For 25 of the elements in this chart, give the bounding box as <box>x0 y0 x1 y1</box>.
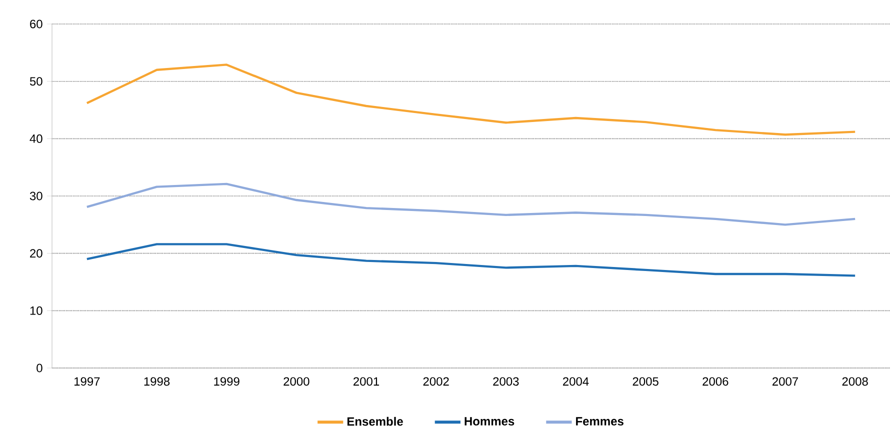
x-tick-label: 2004 <box>563 377 589 386</box>
x-tick-label: 1999 <box>214 377 240 386</box>
line-series <box>86 182 856 226</box>
legend-label: Ensemble <box>347 416 403 426</box>
x-tick-label: 2005 <box>632 377 658 386</box>
x-tick-label: 2008 <box>842 377 868 386</box>
x-tick-label: 1998 <box>144 377 170 386</box>
line-series <box>86 64 856 136</box>
line-series <box>86 243 856 277</box>
y-tick-label: 30 <box>30 192 42 200</box>
legend-label: Femmes <box>576 417 624 426</box>
y-tick-label: 50 <box>30 77 42 86</box>
y-tick-label: 0 <box>36 364 42 372</box>
y-tick-label: 20 <box>30 249 42 258</box>
legend-label: Hommes <box>464 417 514 426</box>
x-tick-label: 2006 <box>702 377 728 386</box>
x-tick-label: 2003 <box>493 377 519 386</box>
x-tick-label: 2007 <box>772 377 798 386</box>
x-tick-label: 2002 <box>423 377 449 386</box>
y-tick-label: 10 <box>30 306 42 315</box>
x-tick-label: 1997 <box>74 377 100 386</box>
y-tick-label: 40 <box>30 134 42 143</box>
x-tick-label: 2001 <box>354 377 380 386</box>
x-tick-label: 2000 <box>284 377 310 386</box>
y-tick-label: 60 <box>30 20 42 28</box>
